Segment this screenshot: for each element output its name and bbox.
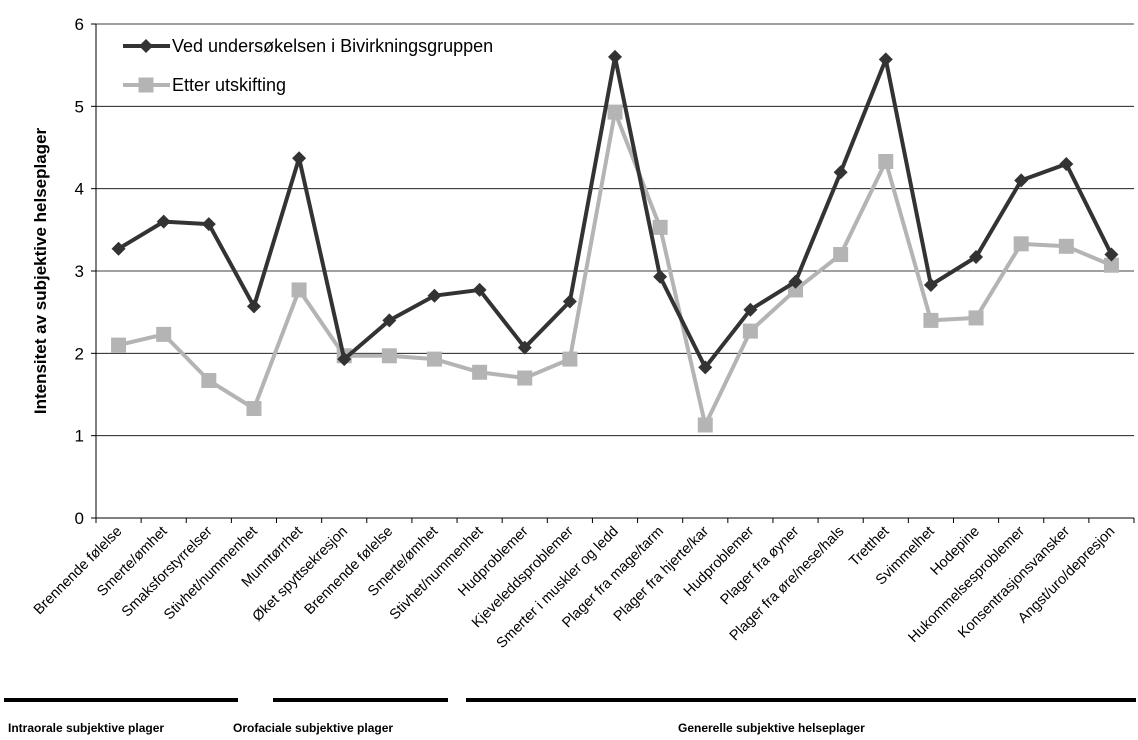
data-point-diamond [653,269,668,284]
data-point-diamond [427,288,442,303]
data-point-diamond [788,274,803,289]
x-tick-label: Plager fra øyner [718,523,803,608]
data-point-square [968,310,984,326]
data-point-square [472,364,488,380]
group-bar-0 [4,698,238,702]
group-label-orofacial: Orofaciale subjektive plager [233,721,394,735]
y-tick-label: 4 [75,180,84,199]
group-label-generelle: Generelle subjektive helseplager [678,721,865,735]
legend-marker-diamond [139,39,153,53]
x-tick-labels: Brennende følelseSmerte/ømhetSmaksforsty… [31,518,1135,652]
data-point-diamond [1014,173,1029,188]
data-point-square [381,348,397,364]
data-point-square [742,323,758,339]
data-point-square [652,219,668,235]
group-label-intraoral: Intraorale subjektive plager [8,721,165,735]
y-tick-label: 6 [75,15,84,34]
data-point-diamond [923,277,938,292]
data-point-diamond [878,52,893,67]
data-point-square [291,282,307,298]
data-point-diamond [562,294,577,309]
legend: Ved undersøkelsen i Bivirkningsgruppen Et… [123,36,493,95]
data-point-square [156,326,172,342]
data-point-diamond [337,352,352,367]
data-point-diamond [156,214,171,229]
data-point-square [426,351,442,367]
data-point-diamond [292,151,307,166]
data-point-square [697,417,713,433]
data-point-diamond [1104,247,1119,262]
y-tick-label: 1 [75,427,84,446]
data-point-square [1103,257,1119,273]
data-point-square [878,153,894,169]
category-groups [4,698,1136,702]
data-point-diamond [608,49,622,64]
data-point-square [833,247,849,263]
data-point-diamond [698,360,713,375]
legend-label: Etter utskifting [172,75,286,95]
data-point-diamond [201,217,216,232]
y-tick-label: 0 [75,509,84,528]
series-diamond [111,49,1119,375]
y-tick-labels: 0 1 2 3 4 5 6 [75,15,96,528]
data-point-diamond [246,299,261,314]
data-point-square [246,400,262,416]
data-point-diamond [743,302,758,317]
legend-marker-square [138,77,154,93]
data-point-square [923,312,939,328]
legend-label: Ved undersøkelsen i Bivirkningsgruppen [172,36,493,56]
series-line [117,54,1114,370]
data-point-square [1013,236,1029,252]
data-point-diamond [1059,156,1074,171]
data-point-diamond [382,313,397,328]
data-point-diamond [472,282,487,297]
y-tick-label: 3 [75,262,84,281]
data-point-square [201,373,217,389]
y-tick-label: 2 [75,344,84,363]
data-point-square [1058,238,1074,254]
y-axis-label: Intensitet av subjektive helseplager [31,127,50,414]
data-point-diamond [111,241,126,256]
data-point-diamond [833,165,848,180]
series-square [111,104,1119,433]
data-point-square [562,351,578,367]
y-tick-label: 5 [75,97,84,116]
data-point-diamond [517,340,532,355]
data-point-square [111,337,127,353]
data-point-diamond [969,250,984,265]
x-tick-label: Tretthet [846,524,892,570]
data-point-square [607,104,623,120]
series [111,49,1119,433]
group-bar-1 [273,698,448,702]
group-bar-2 [466,698,1136,702]
data-point-square [517,370,533,386]
